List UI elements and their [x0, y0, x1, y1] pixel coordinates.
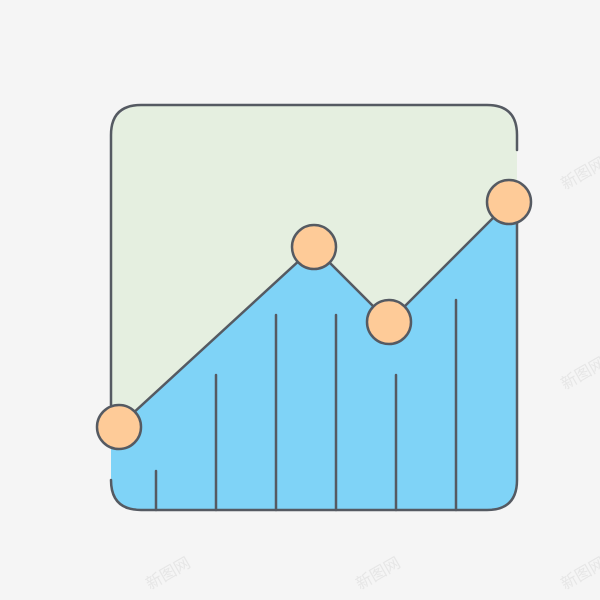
chart-frame-border-right: [109, 218, 519, 512]
data-point-marker: [95, 403, 143, 451]
data-point-marker: [485, 178, 533, 226]
trend-line: [116, 200, 511, 429]
svg-text:新图网: 新图网: [353, 553, 404, 593]
svg-text:新图网: 新图网: [558, 553, 600, 593]
data-point-marker: [290, 223, 338, 271]
chart-frame-border: [109, 103, 519, 407]
svg-text:新图网: 新图网: [558, 353, 600, 393]
svg-text:新图网: 新图网: [558, 153, 600, 193]
chart-area-fill: [111, 196, 517, 510]
svg-text:新图网: 新图网: [143, 553, 194, 593]
data-point-marker: [365, 298, 413, 346]
